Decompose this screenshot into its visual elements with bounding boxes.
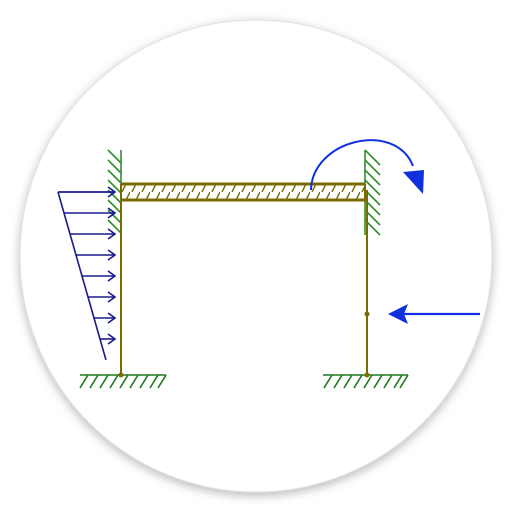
distributed-load-arrowhead: [107, 312, 117, 324]
distributed-load-arrowhead: [107, 186, 117, 198]
distributed-load-arrowhead: [107, 270, 117, 282]
distributed-load-arrowhead: [107, 228, 117, 240]
moment-load: [310, 139, 424, 194]
distributed-load-arrowhead: [107, 291, 117, 303]
distributed-load-arrowhead: [107, 333, 117, 345]
point-load-arrowhead: [388, 304, 408, 324]
left-ground-node: [118, 372, 124, 378]
load-application-node: [364, 311, 370, 317]
distributed-load: [57, 186, 117, 361]
beam: [120, 182, 366, 202]
distributed-load-arrowhead: [107, 249, 117, 261]
moment-arrowhead: [403, 170, 424, 194]
right-ground-node: [364, 372, 370, 378]
background-disc: [19, 19, 493, 493]
right-wall-support: [364, 149, 381, 236]
distributed-load-arrowhead: [107, 207, 117, 219]
point-load: [388, 304, 480, 324]
